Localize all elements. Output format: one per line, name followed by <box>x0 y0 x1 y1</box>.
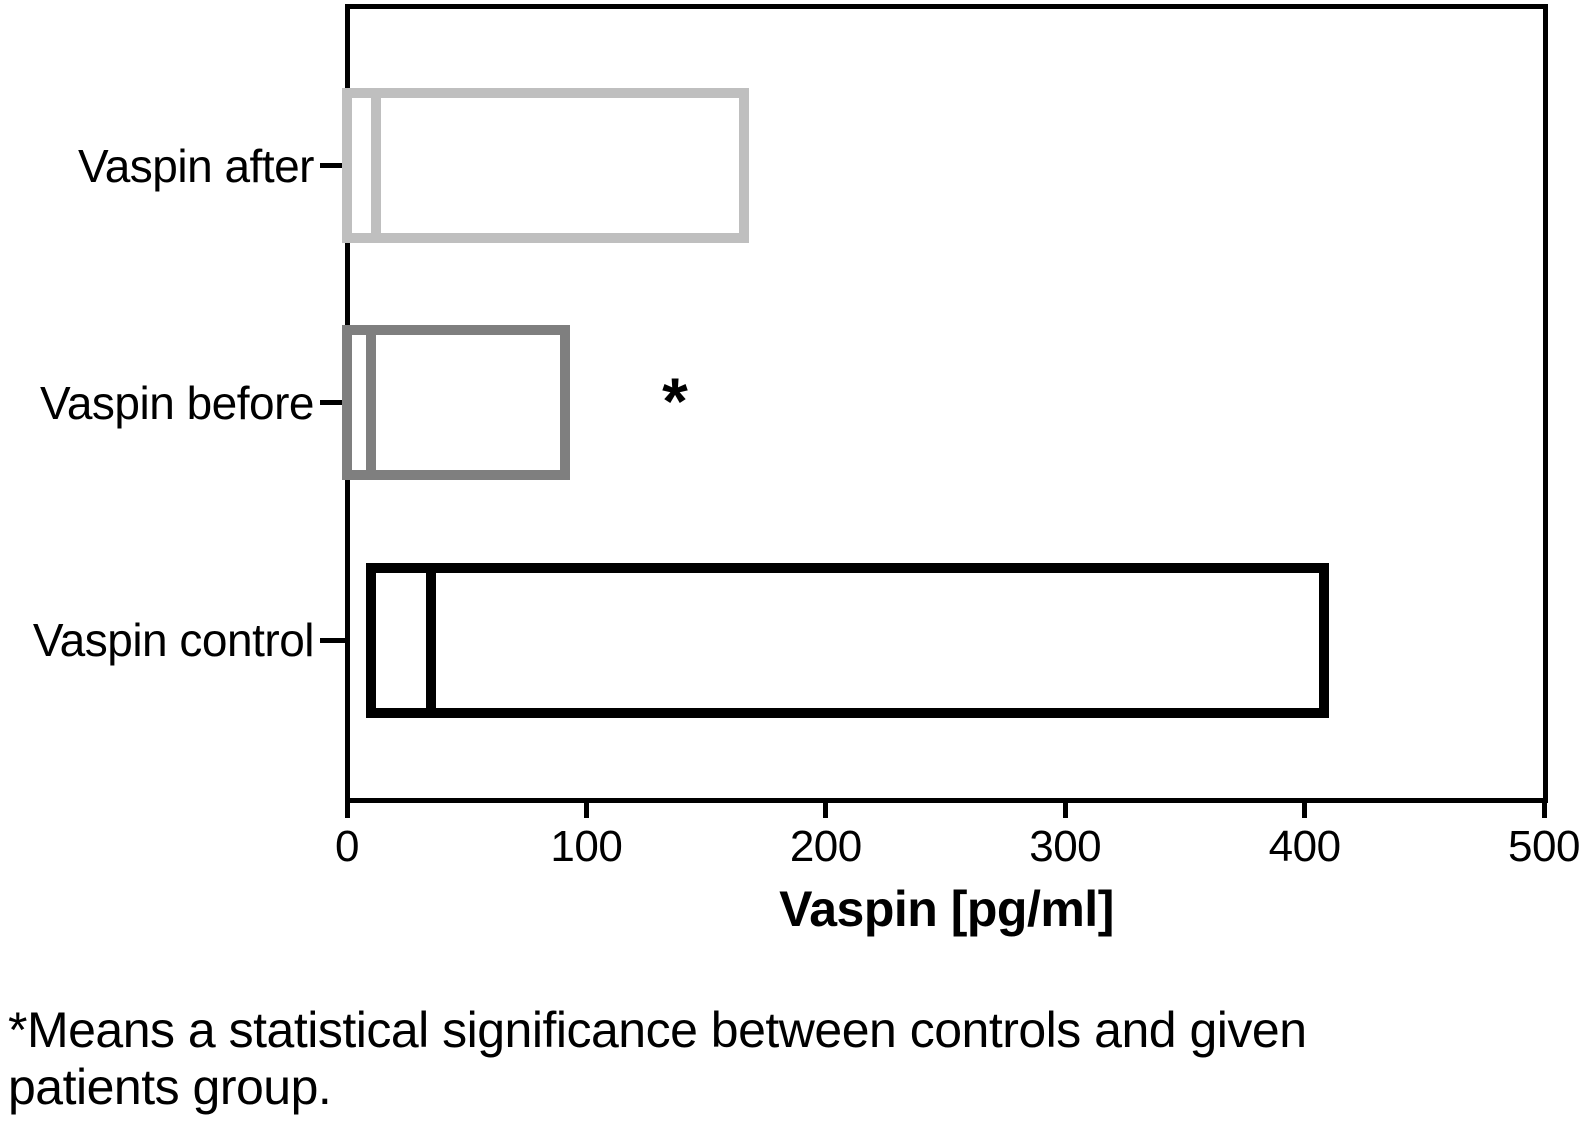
x-tick-200 <box>823 798 829 818</box>
x-tick-300 <box>1062 798 1068 818</box>
box-vaspin-before <box>342 325 570 480</box>
x-axis-title: Vaspin [pg/ml] <box>779 881 1114 937</box>
footnote: *Means a statistical significance betwee… <box>8 1002 1307 1116</box>
y-axis-label-vaspin-after: Vaspin after <box>77 139 315 192</box>
x-tick-label-100: 100 <box>550 822 623 871</box>
x-tick-label-300: 300 <box>1029 822 1102 871</box>
y-tick-vaspin-before <box>320 400 347 405</box>
y-tick-vaspin-control <box>320 637 347 643</box>
x-tick-100 <box>583 798 589 818</box>
footnote-line-2: patients group. <box>8 1059 332 1115</box>
box-vaspin-control <box>365 562 1329 718</box>
x-tick-label-400: 400 <box>1268 822 1341 871</box>
x-tick-label-0: 0 <box>335 822 359 871</box>
median-line-vaspin-after <box>370 98 381 233</box>
y-axis-label-vaspin-before: Vaspin before <box>40 376 314 429</box>
box-vaspin-after <box>342 88 750 243</box>
y-tick-vaspin-after <box>320 163 347 168</box>
x-tick-label-200: 200 <box>789 822 862 871</box>
median-line-vaspin-before <box>365 335 376 470</box>
footnote-line-1: *Means a statistical significance betwee… <box>8 1002 1307 1058</box>
median-line-vaspin-control <box>425 572 436 708</box>
x-tick-500 <box>1541 798 1547 818</box>
x-tick-label-500: 500 <box>1508 822 1580 871</box>
significance-asterisk: * <box>662 363 688 438</box>
x-tick-400 <box>1302 798 1308 818</box>
x-tick-0 <box>344 798 350 818</box>
y-axis-label-vaspin-control: Vaspin control <box>32 614 315 666</box>
